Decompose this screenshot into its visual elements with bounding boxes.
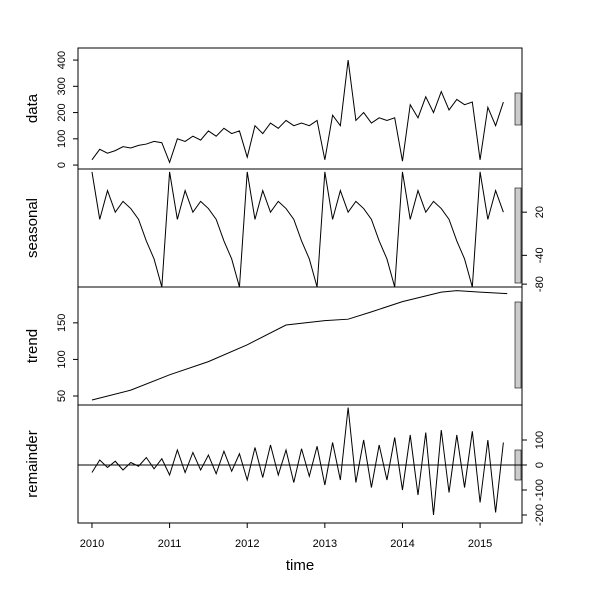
y-axis-label: data [24,93,41,123]
series-line [91,171,504,288]
scale-bar [514,301,522,389]
x-tick-label: 2010 [80,538,104,550]
scale-bar [514,92,522,126]
x-tick-label: 2011 [158,538,182,550]
y-tick-label: -80 [534,276,546,292]
y-tick-label: 150 [56,314,68,332]
x-tick-label: 2013 [313,538,337,550]
panel-frame [77,168,523,288]
y-tick-label: 50 [56,390,68,402]
y-tick-label: -100 [534,479,546,501]
y-tick-label: 0 [56,162,68,168]
series-line [91,290,508,401]
y-tick-label: -200 [534,504,546,526]
y-axis-label: trend [24,329,41,363]
scale-bar [514,187,522,284]
panel-frame [77,47,523,170]
panel-frame [77,286,523,406]
y-tick-label: 400 [56,51,68,69]
y-tick-label: 100 [56,130,68,148]
y-tick-label: 100 [534,431,546,449]
y-tick-label: 100 [56,350,68,368]
y-tick-label: 0 [534,462,546,468]
y-tick-label: 300 [56,77,68,95]
series-line [91,60,504,164]
y-axis-label: seasonal [24,198,41,258]
y-tick-label: 20 [534,206,546,218]
y-tick-label: 200 [56,103,68,121]
x-tick-label: 2014 [390,538,414,550]
panel-frame [77,404,523,524]
series-line [91,407,504,516]
x-tick-label: 2012 [235,538,259,550]
y-axis-label: remainder [24,430,41,498]
y-tick-label: -40 [534,247,546,263]
x-tick-label: 2015 [468,538,492,550]
x-axis-label: time [286,557,314,574]
